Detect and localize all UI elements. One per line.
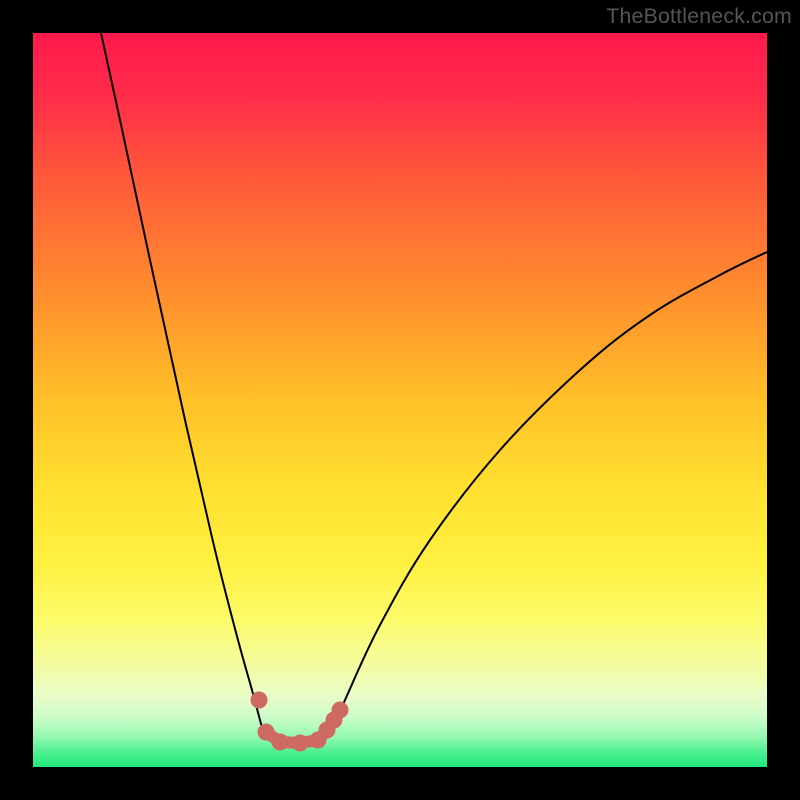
bottleneck-chart <box>0 0 800 800</box>
optimal-zone-dot <box>272 734 289 751</box>
figure-root: TheBottleneck.com <box>0 0 800 800</box>
optimal-zone-dot <box>251 692 268 709</box>
heatmap-background <box>33 33 767 767</box>
optimal-zone-dot <box>258 724 275 741</box>
optimal-zone-dot <box>332 702 349 719</box>
optimal-zone-dot <box>292 735 309 752</box>
watermark-text: TheBottleneck.com <box>606 4 792 29</box>
